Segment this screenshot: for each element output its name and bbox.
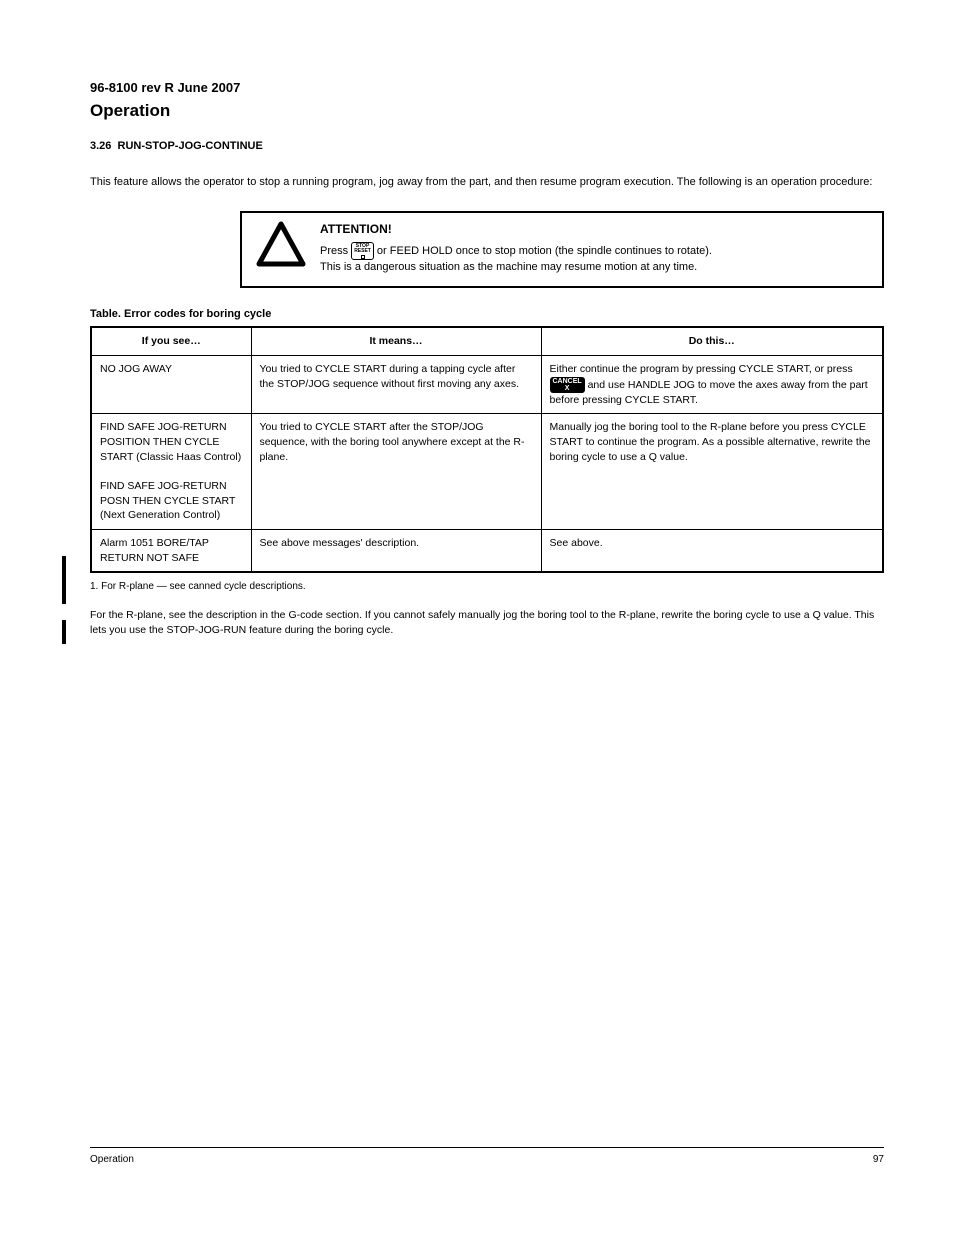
heading-text: RUN-STOP-JOG-CONTINUE bbox=[118, 140, 263, 152]
cell-code: FIND SAFE JOG-RETURN POSITION THEN CYCLE… bbox=[91, 414, 251, 530]
cell-meaning: You tried to CYCLE START during a tappin… bbox=[251, 355, 541, 413]
attention-line1: Press STOPRESET or FEED HOLD once to sto… bbox=[320, 242, 712, 260]
breadcrumb: 96-8100 rev R June 2007 bbox=[90, 80, 884, 95]
cancel-icon: CANCELX bbox=[550, 377, 585, 393]
cell-code: Alarm 1051 BORE/TAP RETURN NOT SAFE bbox=[91, 530, 251, 573]
stop-reset-icon: STOPRESET bbox=[351, 242, 374, 260]
cell-meaning: You tried to CYCLE START after the STOP/… bbox=[251, 414, 541, 530]
attention-box: ATTENTION! Press STOPRESET or FEED HOLD … bbox=[240, 211, 884, 288]
change-bar bbox=[62, 556, 66, 604]
intro-paragraph: This feature allows the operator to stop… bbox=[90, 175, 884, 191]
table-row: FIND SAFE JOG-RETURN POSITION THEN CYCLE… bbox=[91, 414, 883, 530]
footer-right: 97 bbox=[873, 1154, 884, 1165]
attention-line2: This is a dangerous situation as the mac… bbox=[320, 260, 712, 276]
table-caption: Table. Error codes for boring cycle bbox=[90, 308, 884, 320]
section-heading-row: 3.26 RUN-STOP-JOG-CONTINUE bbox=[90, 139, 884, 155]
section-title: Operation bbox=[90, 101, 884, 121]
cell-action: See above. bbox=[541, 530, 883, 573]
page-footer: Operation 97 bbox=[90, 1147, 884, 1165]
paragraph: For the R-plane, see the description in … bbox=[90, 608, 884, 637]
cell-action: Manually jog the boring tool to the R-pl… bbox=[541, 414, 883, 530]
change-bar bbox=[62, 620, 66, 644]
cell-meaning: See above messages' description. bbox=[251, 530, 541, 573]
cell-action: Either continue the program by pressing … bbox=[541, 355, 883, 413]
table-header: If you see… bbox=[91, 327, 251, 355]
attention-heading: ATTENTION! bbox=[320, 221, 712, 238]
footnote: 1. For R-plane — see canned cycle descri… bbox=[90, 581, 884, 592]
table-header: Do this… bbox=[541, 327, 883, 355]
cell-code: NO JOG AWAY bbox=[91, 355, 251, 413]
table-header: It means… bbox=[251, 327, 541, 355]
heading-number: 3.26 bbox=[90, 140, 111, 152]
warning-triangle-icon bbox=[256, 221, 306, 267]
footer-left: Operation bbox=[90, 1154, 134, 1165]
table-row: Alarm 1051 BORE/TAP RETURN NOT SAFE See … bbox=[91, 530, 883, 573]
error-table: If you see… It means… Do this… NO JOG AW… bbox=[90, 326, 884, 573]
table-row: NO JOG AWAY You tried to CYCLE START dur… bbox=[91, 355, 883, 413]
